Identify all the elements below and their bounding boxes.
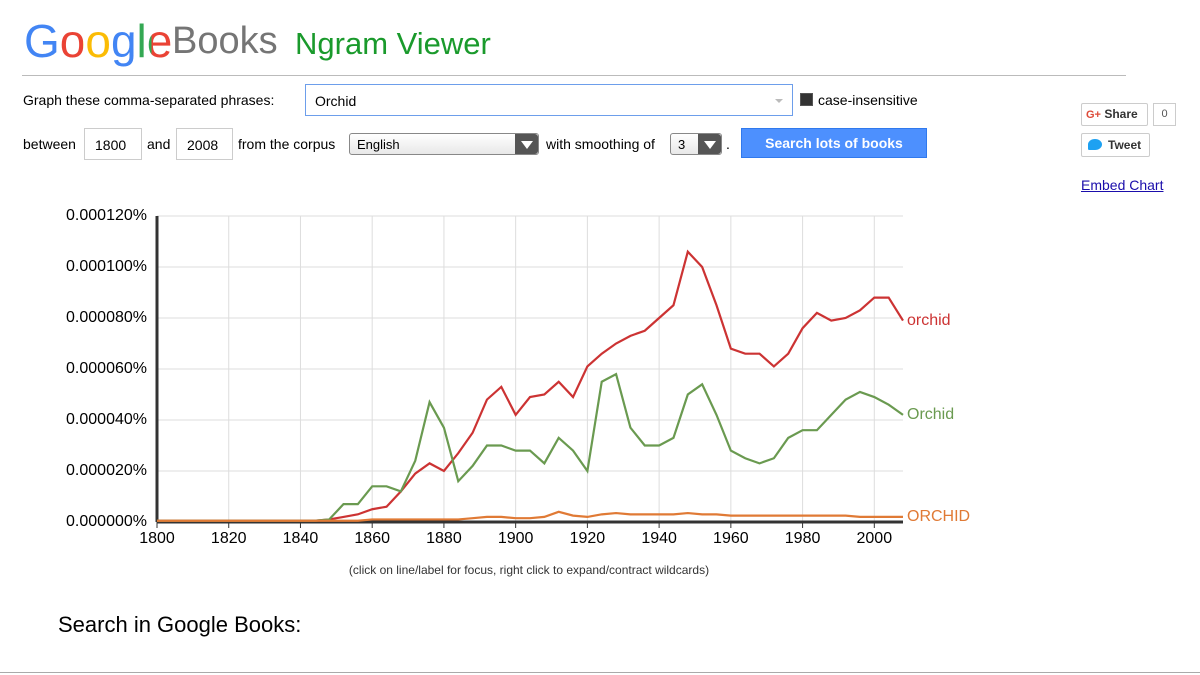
y-tick-label: 0.000120%	[66, 207, 147, 224]
tweet-label: Tweet	[1108, 138, 1142, 152]
x-tick-label: 1860	[354, 530, 390, 547]
smoothing-label: with smoothing of	[546, 136, 655, 152]
chart-note: (click on line/label for focus, right cl…	[349, 563, 709, 577]
corpus-label: from the corpus	[238, 136, 336, 152]
x-tick-label: 1940	[641, 530, 677, 547]
start-year: 1800	[95, 137, 127, 153]
x-tick-label: 1840	[283, 530, 319, 547]
x-tick-label: 1920	[570, 530, 606, 547]
product-name: Ngram Viewer	[295, 26, 491, 61]
case-label: case-insensitive	[818, 92, 918, 108]
share-count: 0	[1153, 103, 1176, 126]
x-tick-label: 1960	[713, 530, 749, 547]
search-heading: Search in Google Books:	[58, 612, 302, 637]
series-label: ORCHID	[907, 508, 970, 525]
logo-google: Google	[24, 15, 173, 67]
tweet-button[interactable]	[1081, 133, 1150, 157]
footer-rule	[0, 672, 1200, 673]
select-arrow	[521, 141, 533, 149]
share-button[interactable]: G+ Share	[1081, 103, 1148, 126]
select-arrow	[704, 141, 716, 149]
embed-link[interactable]: Embed Chart	[1081, 177, 1164, 193]
y-tick-label: 0.000100%	[66, 258, 147, 275]
series-line	[157, 372, 904, 522]
series-label: Orchid	[907, 406, 954, 423]
between-label: between	[23, 136, 76, 152]
period: .	[726, 136, 730, 152]
series-line	[157, 249, 904, 522]
y-tick-label: 0.000020%	[66, 462, 147, 479]
checkbox[interactable]	[800, 93, 813, 106]
x-tick-label: 1880	[426, 530, 462, 547]
end-year-input[interactable]: 2008	[176, 128, 233, 160]
smoothing-value: 3	[678, 137, 686, 152]
x-tick-label: 1900	[498, 530, 534, 547]
x-tick-label: 1980	[785, 530, 821, 547]
phrases-value: Orchid	[315, 93, 357, 109]
series-label: orchid	[907, 312, 951, 329]
logo-books: Books	[172, 20, 278, 62]
x-tick-label: 1820	[211, 530, 247, 547]
share-label: Share	[1104, 107, 1138, 121]
phrases-label: Graph these comma-separated phrases:	[23, 92, 275, 108]
x-tick-label: 1800	[139, 530, 175, 547]
start-year-input[interactable]: 1800	[84, 128, 142, 160]
and-label: and	[147, 136, 171, 152]
y-tick-label: 0.000040%	[66, 411, 147, 428]
dropdown-arrow	[775, 99, 783, 103]
gplus-icon: G+	[1086, 109, 1101, 121]
search-button[interactable]: Search lots of books	[741, 128, 927, 158]
corpus-select[interactable]: English	[349, 133, 539, 155]
series-line	[157, 510, 903, 522]
phrases-input[interactable]: Orchid	[305, 84, 793, 116]
corpus-value: English	[357, 137, 400, 152]
header-rule	[22, 75, 1126, 76]
y-tick-label: 0.000000%	[66, 513, 147, 530]
y-tick-label: 0.000080%	[66, 309, 147, 326]
end-year: 2008	[187, 137, 219, 153]
y-tick-label: 0.000060%	[66, 360, 147, 377]
x-tick-label: 2000	[857, 530, 893, 547]
twitter-icon	[1088, 139, 1102, 150]
